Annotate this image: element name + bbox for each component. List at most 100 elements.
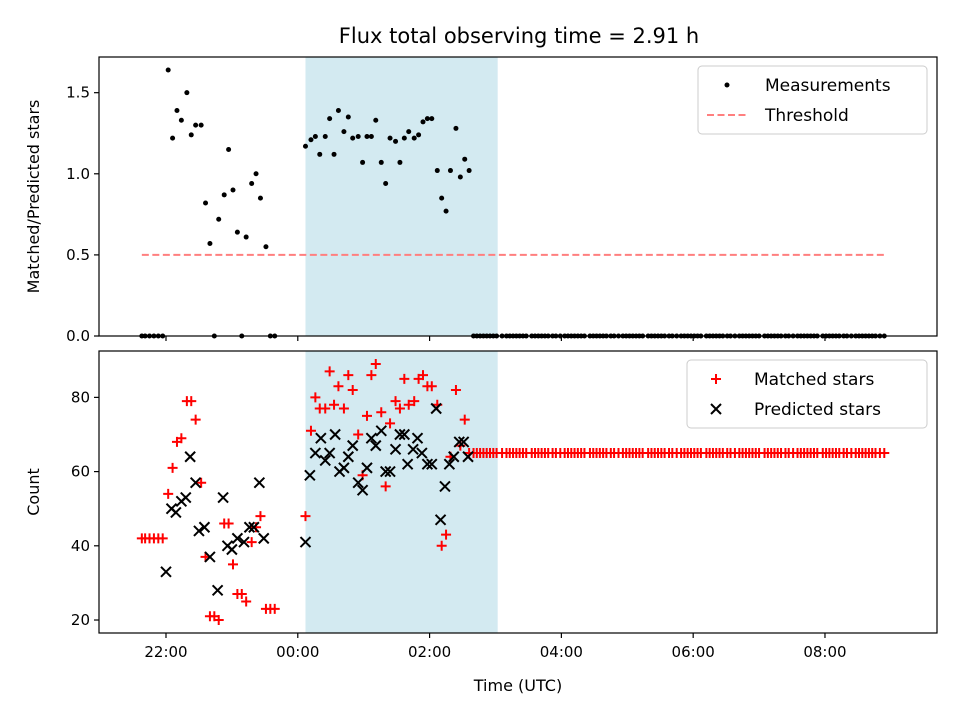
- matched-stars-point: [409, 396, 420, 407]
- legend-box: [686, 359, 928, 429]
- measurement-point: [216, 216, 222, 222]
- measurement-point: [401, 135, 407, 141]
- matched-stars-point: [186, 396, 197, 407]
- predicted-stars-point: [448, 451, 460, 463]
- predicted-stars-point: [439, 480, 451, 493]
- measurement-point: [416, 132, 422, 138]
- predicted-stars-point: [342, 451, 355, 463]
- measurement-point: [355, 133, 361, 139]
- predicted-stars-point: [184, 451, 196, 463]
- matched-stars-point: [269, 603, 280, 614]
- y-tick-label: 0.0: [66, 327, 90, 345]
- matched-stars-point: [370, 358, 381, 369]
- matched-stars-point: [879, 448, 890, 459]
- x-tick-label: 00:00: [276, 643, 319, 661]
- predicted-stars-point: [375, 425, 387, 437]
- predicted-stars-point: [434, 514, 447, 526]
- measurement-point: [420, 119, 426, 125]
- x-tick-label: 08:00: [803, 643, 846, 661]
- predicted-stars-point: [329, 428, 341, 441]
- ratio-panel: 0.0 0.5 1.0 1.5 Matched/Predicted stars Meas…: [24, 56, 938, 345]
- measurement-point: [170, 135, 176, 141]
- y-tick-label: 1.0: [66, 165, 90, 183]
- measurement-point: [243, 234, 249, 240]
- measurement-point: [253, 171, 259, 177]
- measurement-point: [263, 244, 269, 250]
- predicted-stars-point: [356, 484, 369, 496]
- y-tick-label: 60: [71, 463, 90, 481]
- matched-stars-point: [213, 615, 224, 626]
- predicted-stars-point: [370, 439, 382, 452]
- x-tick-label: 06:00: [672, 643, 715, 661]
- legend-measurements-swatch: [724, 82, 730, 88]
- measurement-point: [188, 132, 194, 138]
- measurement-point: [193, 122, 199, 128]
- matched-stars-point: [403, 399, 414, 410]
- measurement-point: [368, 133, 374, 139]
- measurement-point: [302, 143, 308, 149]
- y-tick-label: 0.5: [66, 246, 90, 264]
- predicted-stars-point: [411, 432, 424, 444]
- matched-stars-point: [385, 418, 396, 429]
- matched-stars-point: [376, 407, 387, 418]
- predicted-stars-point: [258, 532, 270, 545]
- predicted-stars-point: [352, 477, 364, 489]
- predicted-stars-point: [160, 566, 172, 578]
- measurement-point: [373, 117, 379, 123]
- measurement-point: [462, 156, 468, 162]
- figure-title: Flux total observing time = 2.91 h: [339, 24, 699, 48]
- matched-stars-point: [353, 429, 364, 440]
- predicted-stars-point: [401, 458, 414, 470]
- predicted-stars-point: [180, 491, 192, 504]
- predicted-stars-point: [457, 436, 470, 448]
- predicted-stars-point: [231, 532, 244, 545]
- predicted-stars-point: [346, 439, 359, 452]
- matched-stars-point: [441, 529, 452, 540]
- observing-window-band: [305, 57, 498, 336]
- matched-stars-point: [329, 399, 340, 410]
- y-axis-label: Matched/Predicted stars: [24, 100, 43, 294]
- matched-stars-point: [343, 370, 354, 381]
- y-axis-label: Count: [24, 468, 43, 516]
- matched-stars-point: [255, 511, 266, 522]
- matched-stars-point: [394, 403, 405, 414]
- predicted-stars-point: [248, 521, 260, 533]
- y-tick-label: 20: [71, 611, 90, 629]
- matched-stars-point: [426, 381, 437, 392]
- matched-stars-point: [196, 477, 207, 488]
- measurement-point: [411, 135, 417, 141]
- matched-stars-point: [320, 403, 331, 414]
- predicted-stars-point: [338, 462, 350, 474]
- predicted-stars-point: [453, 436, 465, 448]
- predicted-stars-point: [198, 521, 211, 533]
- y-tick-label: 1.5: [66, 84, 90, 102]
- predicted-stars-point: [430, 402, 442, 415]
- measurement-point: [360, 159, 366, 165]
- legend-matched-swatch: [711, 374, 721, 384]
- predicted-stars-point: [426, 458, 438, 470]
- matched-stars-point: [390, 396, 401, 407]
- matched-stars-point: [190, 414, 201, 425]
- legend-box: [697, 65, 928, 135]
- measurement-point: [364, 133, 370, 139]
- measurement-point: [453, 125, 459, 131]
- measurement-point: [331, 151, 337, 157]
- measurement-point: [327, 116, 333, 122]
- measurement-point: [184, 90, 190, 96]
- measurement-point: [341, 129, 347, 135]
- matched-stars-point: [300, 511, 311, 522]
- measurement-point: [221, 192, 227, 198]
- predicted-stars-point: [421, 458, 434, 470]
- predicted-stars-point: [238, 536, 250, 548]
- legend-label: Matched stars: [754, 370, 874, 390]
- observing-window-band: [305, 351, 498, 633]
- predicted-stars-point: [394, 428, 406, 441]
- measurement-point: [350, 135, 356, 141]
- matched-stars-point: [347, 384, 358, 395]
- matched-stars-point: [176, 433, 187, 444]
- measurement-point: [406, 129, 412, 135]
- plot-frame: [98, 350, 938, 634]
- measurement-point: [447, 168, 453, 174]
- predicted-stars-point: [462, 451, 474, 463]
